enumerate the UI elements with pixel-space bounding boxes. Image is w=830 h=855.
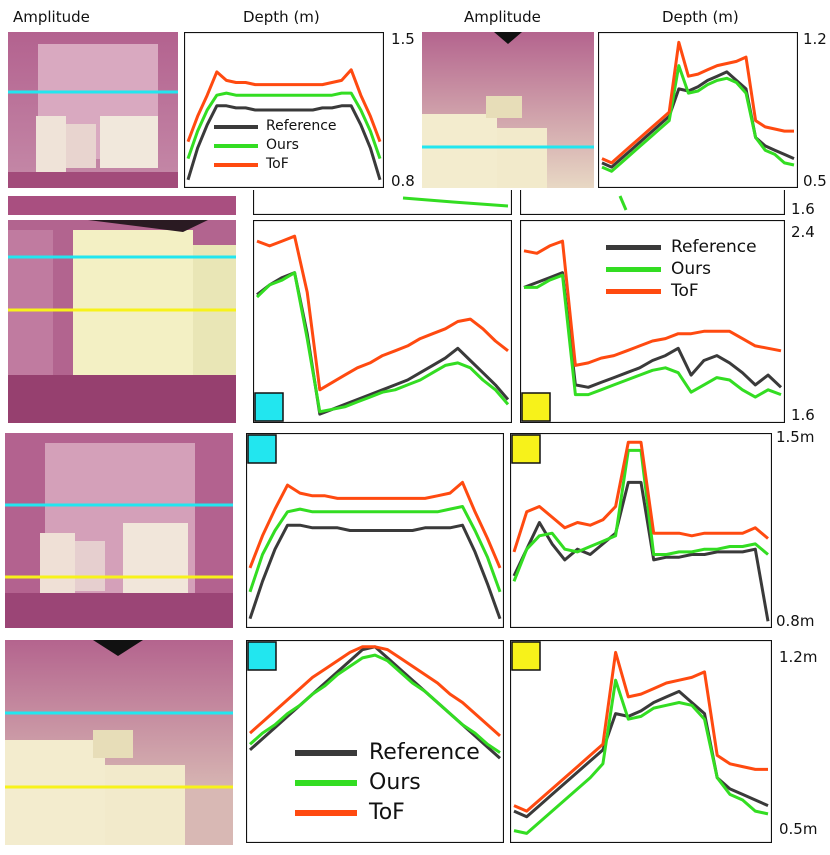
legend-item-tof: ToF [606, 280, 757, 302]
color-square-icon [247, 641, 277, 671]
series-line-tof [186, 68, 382, 143]
plot-frame [246, 640, 504, 843]
cropped-plot-strip-1 [253, 190, 512, 215]
legend-item-reference: Reference [606, 236, 757, 258]
legend-item-ours: Ours [214, 136, 337, 155]
y-label-s1-bottom: 1.6 [791, 406, 815, 424]
legend-swatch-tof [295, 810, 357, 816]
legend-item-tof: ToF [214, 155, 337, 174]
legend-item-reference: Reference [295, 738, 480, 768]
y-label-s1-top: 2.4 [791, 223, 815, 241]
legend-swatch-ours [214, 143, 258, 148]
plot-frame [520, 190, 785, 215]
header-amplitude-right: Amplitude [464, 8, 541, 26]
legend-swatch-ours [606, 266, 661, 272]
panel-s1-cyan [253, 220, 512, 423]
panel-s3-yellow [510, 640, 772, 843]
amplitude-image-row1 [8, 220, 236, 423]
legend-swatch-tof [214, 162, 258, 167]
amplitude-image-row2 [5, 433, 233, 628]
panel-s2-yellow [510, 433, 772, 628]
series-line-reference [601, 70, 795, 169]
panel-s1-yellow [520, 220, 785, 423]
series-line-tof [523, 239, 782, 367]
series-line-ours [402, 196, 509, 208]
legend-swatch-tof [606, 288, 661, 294]
legend-swatch-reference [214, 124, 258, 129]
plot-frame [510, 433, 772, 628]
y-label-s3-top: 1.2m [779, 648, 818, 666]
panel-s3-cyan [246, 640, 504, 843]
header-depth-left: Depth (m) [243, 8, 320, 26]
y-label-s1-mid: 1.6 [791, 200, 815, 218]
series-line-tof [513, 650, 768, 813]
panel-s2-cyan [246, 433, 504, 628]
amplitude-image-top-right [422, 32, 594, 188]
color-square-icon [511, 641, 541, 671]
legend-item-ours: Ours [606, 258, 757, 280]
color-square-icon [521, 392, 551, 422]
legend-top-left: Reference Ours ToF [214, 117, 337, 174]
y-label-s2-top: 1.5m [776, 428, 815, 446]
series-line-reference [248, 523, 502, 620]
series-line-ours [524, 273, 782, 399]
amplitude-image-strip [8, 190, 236, 215]
legend-swatch-reference [295, 750, 357, 756]
series-line-reference [512, 480, 770, 622]
series-line-tof [248, 480, 502, 569]
y-label-p2-top: 1.2 [803, 30, 827, 48]
series-line-reference [186, 104, 382, 181]
panel-top-right [598, 32, 798, 188]
legend-middle: Reference Ours ToF [606, 236, 757, 302]
header-amplitude-left: Amplitude [13, 8, 90, 26]
y-label-s2-bottom: 0.8m [776, 612, 815, 630]
series-line-tof [256, 234, 509, 392]
color-square-icon [511, 434, 541, 464]
series-line-ours [601, 64, 795, 173]
series-line-ours [248, 653, 501, 754]
color-square-icon [247, 434, 277, 464]
series-line-ours [618, 195, 628, 211]
series-line-tof [249, 645, 501, 738]
legend-swatch-ours [295, 780, 357, 786]
legend-bottom: Reference Ours ToF [295, 738, 480, 828]
amplitude-image-top-left [8, 32, 178, 188]
panel-top-left [184, 32, 384, 188]
legend-swatch-reference [606, 244, 661, 250]
series-line-ours [248, 505, 502, 593]
series-line-ours [255, 271, 510, 414]
y-label-s3-bottom: 0.5m [779, 820, 818, 838]
legend-item-reference: Reference [214, 117, 337, 136]
legend-item-ours: Ours [295, 768, 480, 798]
color-square-icon [254, 392, 284, 422]
y-label-p1-bottom: 0.8 [391, 172, 415, 190]
plot-frame [598, 32, 798, 188]
series-line-tof [601, 40, 794, 165]
header-depth-right: Depth (m) [662, 8, 739, 26]
series-line-ours [186, 91, 382, 160]
legend-item-tof: ToF [295, 798, 480, 828]
y-label-p2-bottom: 0.5 [803, 172, 827, 190]
series-line-ours [513, 678, 769, 835]
series-line-tof [512, 440, 769, 553]
series-line-reference [513, 689, 769, 819]
y-label-p1-top: 1.5 [391, 30, 415, 48]
cropped-plot-strip-2 [520, 190, 785, 215]
amplitude-image-row3 [5, 640, 233, 845]
